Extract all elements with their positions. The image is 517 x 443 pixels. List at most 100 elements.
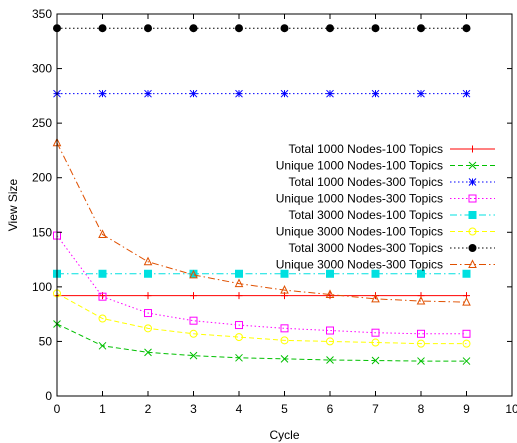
y-tick-label: 150 (32, 225, 52, 239)
data-point (280, 355, 289, 363)
data-point (235, 353, 243, 362)
data-point (189, 316, 198, 325)
data-point (417, 339, 425, 348)
data-point (280, 324, 289, 333)
legend-marker (468, 244, 477, 252)
data-point (371, 24, 380, 33)
data-point (189, 351, 198, 360)
data-point (280, 24, 289, 33)
data-point (371, 293, 380, 303)
data-point (371, 356, 380, 365)
data-point (417, 269, 425, 278)
data-point (144, 324, 152, 333)
data-point (371, 269, 380, 278)
data-point (98, 341, 107, 350)
data-point (189, 89, 198, 98)
data-point (326, 89, 334, 98)
data-point (189, 329, 198, 338)
data-point (462, 24, 471, 33)
x-tick-label: 8 (418, 402, 425, 416)
legend-marker (468, 227, 477, 236)
series-2 (53, 320, 471, 365)
data-point (235, 269, 243, 278)
data-point (280, 285, 289, 294)
data-point (190, 292, 197, 300)
legend: Total 1000 Nodes-100 Topics Unique 1000 N… (276, 142, 495, 272)
data-point (325, 289, 335, 298)
data-point (235, 292, 243, 300)
y-tick-label: 50 (39, 334, 53, 348)
series-1 (53, 292, 470, 300)
data-point (98, 292, 107, 301)
data-point (144, 309, 152, 318)
data-point (462, 329, 471, 338)
data-point (98, 89, 107, 98)
legend-label: Unique 3000 Nodes-100 Topics (276, 225, 443, 239)
data-point (98, 314, 107, 323)
series-4 (53, 231, 471, 338)
series-7 (53, 24, 471, 33)
legend-label: Unique 1000 Nodes-300 Topics (276, 192, 443, 206)
legend-marker (468, 178, 477, 186)
data-point (326, 356, 334, 364)
x-tick-label: 2 (145, 402, 152, 416)
data-point (98, 229, 107, 238)
x-tick-label: 6 (327, 402, 334, 416)
legend-label: Total 1000 Nodes-300 Topics (288, 175, 443, 189)
data-point (462, 339, 471, 348)
x-tick-label: 3 (190, 402, 197, 416)
legend-label: Total 3000 Nodes-100 Topics (288, 208, 443, 222)
data-point (326, 326, 334, 335)
series-3 (53, 89, 471, 98)
data-point (143, 256, 153, 266)
data-point (144, 89, 152, 98)
y-tick-label: 0 (45, 389, 52, 403)
series-line (56, 292, 467, 345)
data-point (462, 297, 471, 306)
data-point (144, 24, 152, 33)
legend-label: Total 1000 Nodes-100 Topics (288, 142, 443, 156)
data-point (144, 348, 152, 357)
series-5 (53, 269, 471, 278)
y-tick-label: 300 (32, 62, 52, 76)
y-tick-label: 250 (32, 116, 52, 130)
data-point (417, 89, 425, 98)
y-tick-label: 200 (32, 171, 52, 185)
y-tick-label: 350 (32, 7, 52, 21)
x-tick-label: 9 (463, 402, 470, 416)
legend-label: Total 3000 Nodes-300 Topics (288, 241, 443, 255)
series-6 (53, 289, 471, 348)
x-axis-label: Cycle (269, 428, 299, 442)
data-point (234, 278, 244, 288)
data-point (326, 24, 334, 33)
series-line (56, 142, 467, 303)
data-point (417, 357, 425, 365)
data-point (371, 338, 380, 347)
x-tick-label: 4 (236, 402, 243, 416)
data-point (235, 24, 243, 33)
legend-marker (468, 259, 477, 268)
series-line (56, 235, 467, 335)
data-point (235, 89, 243, 98)
x-tick-label: 7 (372, 402, 379, 416)
legend-marker (468, 211, 477, 219)
data-point (189, 24, 198, 33)
legend-label: Unique 3000 Nodes-300 Topics (276, 258, 443, 272)
data-point (417, 329, 425, 338)
y-axis-label: View Size (6, 178, 20, 231)
y-tick-label: 100 (32, 280, 52, 294)
data-point (371, 328, 380, 337)
x-tick-label: 1 (99, 402, 106, 416)
data-point (462, 89, 471, 98)
plot-marks (52, 24, 471, 365)
data-point (462, 269, 471, 278)
data-point (371, 89, 380, 98)
data-point (462, 357, 471, 365)
data-point (98, 269, 107, 278)
legend-label: Unique 1000 Nodes-100 Topics (276, 159, 443, 173)
x-tick-label: 5 (281, 402, 288, 416)
data-point (280, 336, 289, 345)
data-point (189, 269, 198, 279)
